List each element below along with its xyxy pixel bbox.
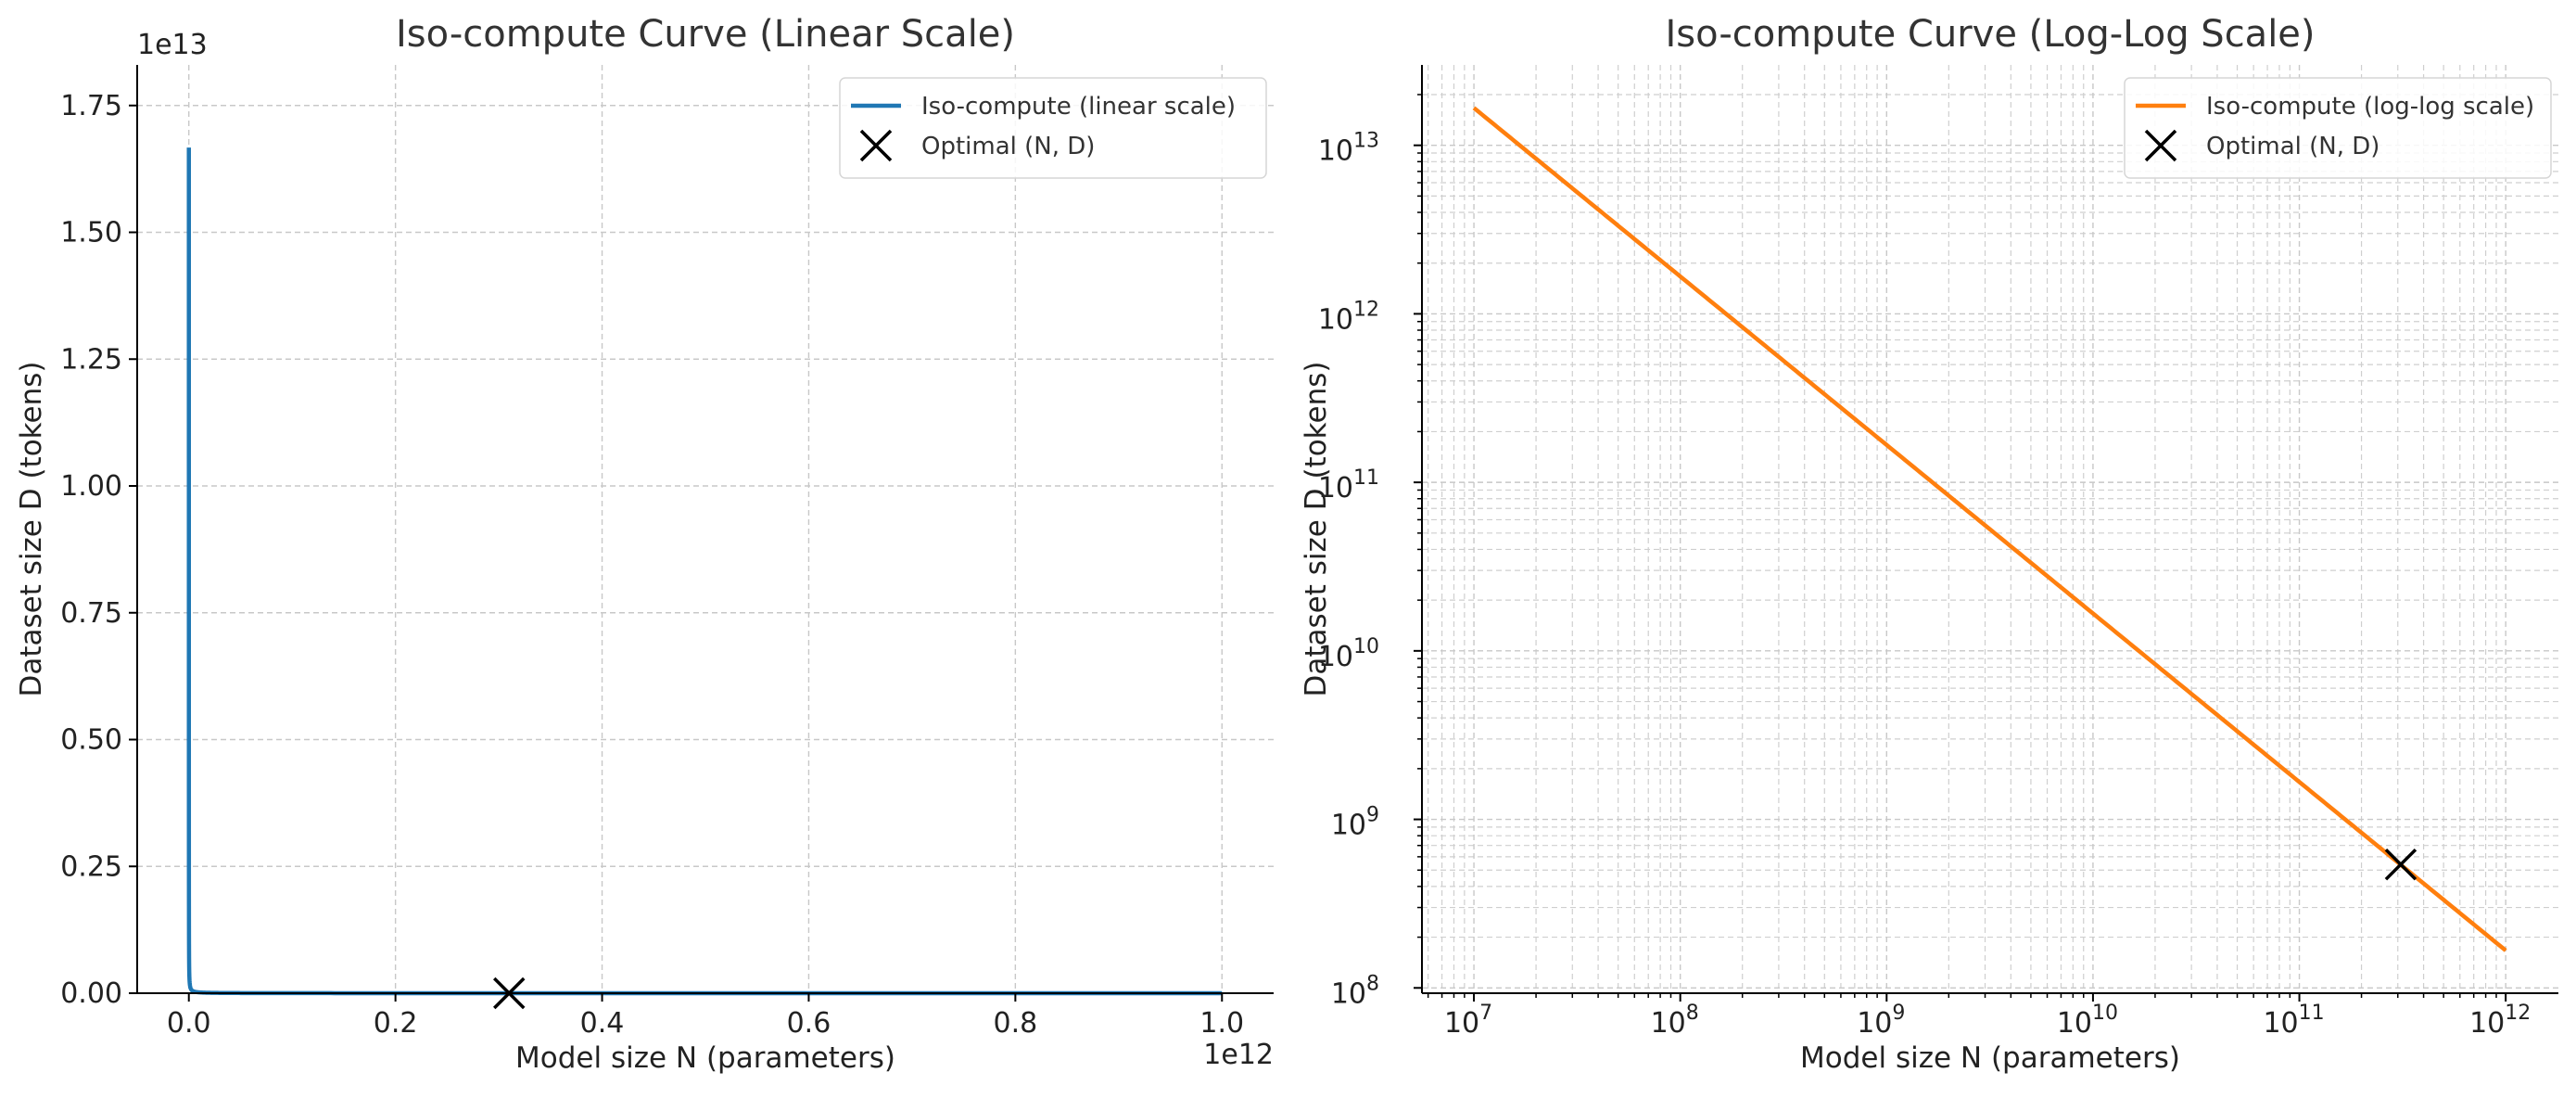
y-tick-label: 0.75 bbox=[60, 597, 122, 630]
legend-label: Iso-compute (linear scale) bbox=[921, 93, 1236, 121]
x-tick-label: 1012 bbox=[2469, 1002, 2531, 1040]
legend: Iso-compute (log-log scale) Optimal (N, D… bbox=[2124, 77, 2552, 179]
y-tick-label: 1.00 bbox=[60, 470, 122, 503]
y-tick-label: 108 bbox=[1331, 972, 1379, 1010]
chart-panel-1: 0.0 0.2 0.4 0.6 0.8 1.0 0.00 0.25 0.50 0.75 1.00 1.… bbox=[15, 13, 1274, 1075]
legend-marker-swatch bbox=[859, 129, 893, 162]
y-tick-label: 1011 bbox=[1318, 466, 1379, 504]
optimal-point-marker bbox=[2384, 848, 2417, 881]
chart-panel-2: 107 108 109 1010 1011 1012 108 109 1010 1011 1012 1… bbox=[1300, 13, 2558, 1075]
legend-label: Optimal (N, D) bbox=[921, 133, 1095, 160]
x-tick-label: 0.4 bbox=[580, 1007, 625, 1040]
x-tick-label: 1010 bbox=[2057, 1002, 2118, 1040]
y-tick-label: 1.25 bbox=[60, 343, 122, 376]
x-tick-label: 107 bbox=[1444, 1002, 1492, 1040]
y-tick-label: 1.75 bbox=[60, 90, 122, 122]
legend-box bbox=[2124, 77, 2552, 179]
y-tick-label: 1.50 bbox=[60, 217, 122, 249]
y-tick-label: 0.00 bbox=[60, 977, 122, 1010]
series-line-1 bbox=[1472, 106, 2507, 952]
x-tick-label: 1.0 bbox=[1199, 1007, 1244, 1040]
legend-box bbox=[839, 77, 1267, 179]
y-tick-label: 1012 bbox=[1318, 298, 1379, 336]
y-axis-label: Dataset size D (tokens) bbox=[1300, 362, 1333, 697]
chart-title: Iso-compute Curve (Log-Log Scale) bbox=[1665, 13, 2315, 56]
legend-label: Optimal (N, D) bbox=[2206, 133, 2379, 160]
grid bbox=[137, 65, 1274, 994]
legend-label: Iso-compute (log-log scale) bbox=[2206, 93, 2534, 121]
grid bbox=[1422, 65, 2558, 993]
x-tick-label: 108 bbox=[1651, 1002, 1699, 1040]
x-tick-label: 0.2 bbox=[374, 1007, 418, 1040]
x-axis-label: Model size N (parameters) bbox=[1800, 1041, 2180, 1075]
x-tick-label: 109 bbox=[1857, 1002, 1905, 1040]
x-tick-label: 0.0 bbox=[167, 1007, 211, 1040]
x-axis-label: Model size N (parameters) bbox=[515, 1041, 895, 1075]
y-axis-label: Dataset size D (tokens) bbox=[15, 362, 48, 697]
x-tick-label: 0.8 bbox=[994, 1007, 1038, 1040]
y-tick-label: 1010 bbox=[1318, 635, 1379, 673]
legend: Iso-compute (linear scale) Optimal (N, D) bbox=[839, 77, 1267, 179]
chart-title: Iso-compute Curve (Linear Scale) bbox=[396, 13, 1015, 56]
x-tick-label: 0.6 bbox=[787, 1007, 831, 1040]
x-tick-label: 1011 bbox=[2263, 1002, 2324, 1040]
y-tick-label: 0.50 bbox=[60, 724, 122, 757]
x-offset-label: 1e12 bbox=[1203, 1039, 1274, 1071]
legend-marker-swatch bbox=[2144, 129, 2177, 162]
y-tick-label: 0.25 bbox=[60, 850, 122, 883]
y-tick-label: 1013 bbox=[1318, 130, 1379, 168]
y-offset-label: 1e13 bbox=[137, 29, 208, 61]
y-tick-label: 109 bbox=[1331, 804, 1379, 842]
